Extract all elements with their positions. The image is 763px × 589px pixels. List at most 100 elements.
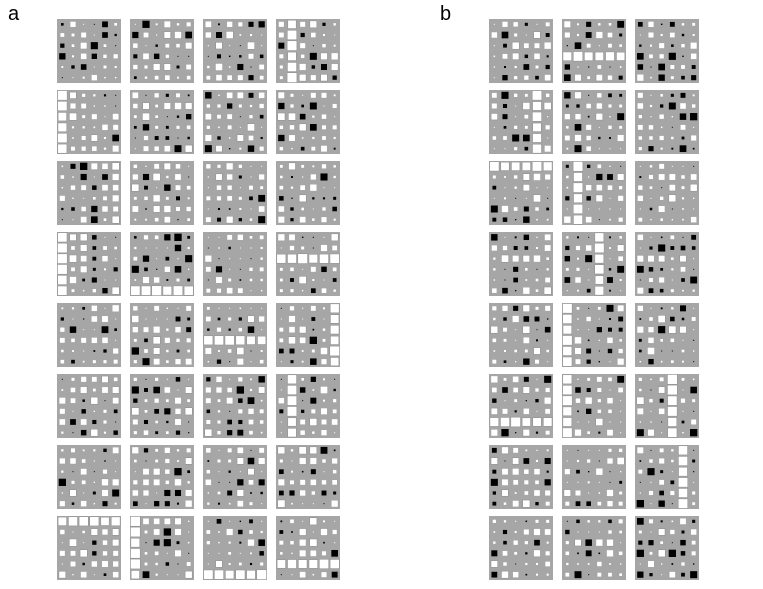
weight-square [103,573,107,576]
weight-square [588,176,590,178]
weight-square [543,161,553,171]
weight-square [102,551,108,556]
weight-square [588,531,590,533]
weight-square [217,114,221,119]
weight-square [103,431,107,434]
weight-square [521,417,531,427]
weight-square [153,53,160,60]
weight-square [132,174,138,180]
weight-square [618,387,624,393]
weight-square [185,255,193,263]
weight-square [544,375,552,383]
weight-square [513,479,519,485]
weight-square [637,195,643,201]
weight-square [237,500,244,507]
weight-square [112,305,119,312]
weight-square [250,66,252,68]
weight-square [184,144,193,153]
weight-square [143,146,149,152]
weight-square [93,23,95,25]
weight-square [323,307,325,310]
weight-square [250,492,252,494]
weight-square [134,218,137,221]
weight-square [162,286,172,296]
weight-square [648,359,654,365]
weight-square [565,541,569,545]
weight-square [69,276,77,284]
weight-square [682,218,684,221]
weight-square [524,480,529,485]
weight-square [670,76,674,80]
weight-square [249,33,253,37]
weight-square [523,234,530,241]
weight-square [279,267,283,271]
weight-square [174,528,182,536]
weight-square [102,124,108,131]
weight-square [584,51,594,61]
weight-square [564,74,571,81]
weight-square [206,377,211,382]
weight-square [70,387,76,393]
weight-square [329,345,340,357]
weight-square [206,104,210,108]
weight-square [143,430,149,435]
weight-square [217,104,221,108]
weight-square [503,520,507,523]
weight-square [259,146,264,151]
weight-square [143,448,149,453]
weight-square [671,307,674,310]
weight-square [309,446,318,455]
weight-square [83,350,85,352]
weight-square [131,315,140,323]
weight-square [301,360,304,363]
weight-tile [130,161,194,225]
weight-square [259,54,264,59]
weight-square [206,164,211,169]
weight-square [101,375,109,383]
weight-square [102,32,108,38]
weight-square [309,52,317,60]
weight-square [609,258,611,260]
weight-square [217,317,221,321]
weight-square [333,399,337,403]
weight-square [587,164,591,168]
weight-square [57,275,68,285]
weight-square [667,427,678,438]
weight-square [532,122,542,132]
weight-square [177,563,179,565]
weight-square [503,327,507,332]
weight-square [249,185,253,190]
weight-square [322,338,326,342]
weight-square [681,75,685,80]
weight-square [619,33,623,37]
weight-square [586,348,592,354]
weight-square [618,75,623,80]
weight-tile [635,516,699,580]
weight-square [186,338,191,343]
weight-square [298,194,307,203]
weight-square [154,163,160,169]
weight-square [609,389,611,391]
weight-square [134,246,137,250]
weight-square [248,419,254,425]
weight-square [164,337,170,343]
weight-square [312,389,315,391]
weight-square [236,134,244,142]
weight-square [258,457,266,465]
weight-square [661,421,663,423]
weight-square [585,539,592,546]
weight-square [163,162,171,170]
weight-square [71,377,75,381]
weight-square [102,337,108,344]
weight-square [639,247,641,249]
weight-square [322,22,326,26]
weight-square [501,254,509,263]
weight-tile [130,374,194,438]
weight-square [89,516,100,527]
weight-square [323,187,325,189]
weight-square [637,287,644,294]
weight-tile [57,19,121,83]
weight-square [546,449,549,452]
weight-square [102,529,108,535]
weight-square [248,92,254,98]
